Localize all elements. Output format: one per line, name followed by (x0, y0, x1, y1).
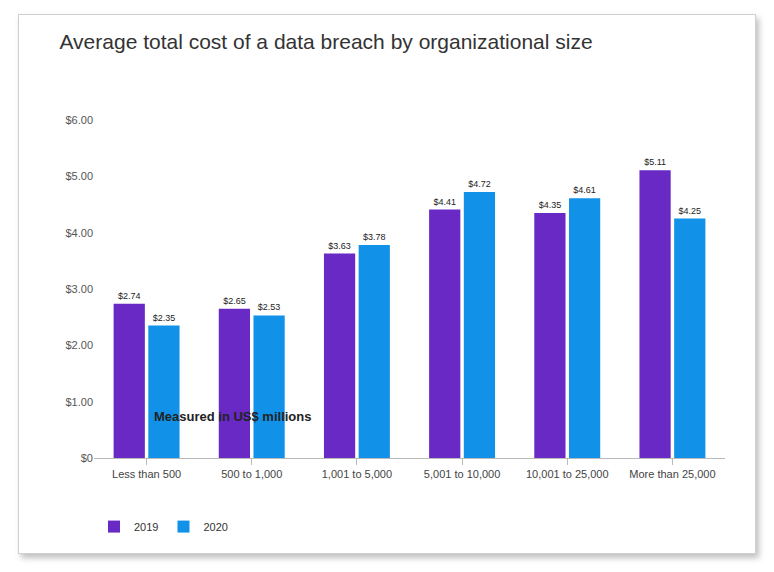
svg-text:$6.00: $6.00 (65, 114, 93, 126)
svg-text:Measured in US$ millions: Measured in US$ millions (154, 409, 312, 424)
svg-text:$4.72: $4.72 (468, 179, 491, 189)
svg-text:$3.00: $3.00 (65, 283, 93, 295)
svg-text:$4.61: $4.61 (573, 185, 596, 195)
svg-text:$4.41: $4.41 (433, 197, 456, 207)
svg-text:2019: 2019 (134, 521, 158, 533)
svg-text:$3.78: $3.78 (363, 232, 386, 242)
svg-text:$4.35: $4.35 (539, 200, 562, 210)
svg-text:500 to 1,000: 500 to 1,000 (221, 468, 282, 480)
svg-text:$3.63: $3.63 (328, 241, 351, 251)
svg-text:Average total cost of a data b: Average total cost of a data breach by o… (59, 30, 592, 53)
svg-text:$5.00: $5.00 (65, 170, 93, 182)
svg-text:More than 25,000: More than 25,000 (629, 468, 715, 480)
svg-text:5,001 to 10,000: 5,001 to 10,000 (424, 468, 500, 480)
svg-text:$2.65: $2.65 (223, 296, 246, 306)
svg-text:$4.25: $4.25 (679, 206, 702, 216)
svg-text:$2.74: $2.74 (118, 291, 141, 301)
svg-text:$4.00: $4.00 (65, 227, 93, 239)
svg-text:$2.35: $2.35 (153, 313, 176, 323)
svg-text:1,001 to 5,000: 1,001 to 5,000 (322, 468, 392, 480)
svg-text:$5.11: $5.11 (644, 157, 666, 167)
svg-text:$0: $0 (81, 452, 93, 464)
svg-text:Less than 500: Less than 500 (112, 468, 181, 480)
svg-text:$2.53: $2.53 (258, 302, 281, 312)
svg-text:10,001 to 25,000: 10,001 to 25,000 (526, 468, 609, 480)
svg-text:$1.00: $1.00 (65, 396, 93, 408)
svg-text:2020: 2020 (203, 521, 227, 533)
svg-text:$2.00: $2.00 (65, 339, 93, 351)
